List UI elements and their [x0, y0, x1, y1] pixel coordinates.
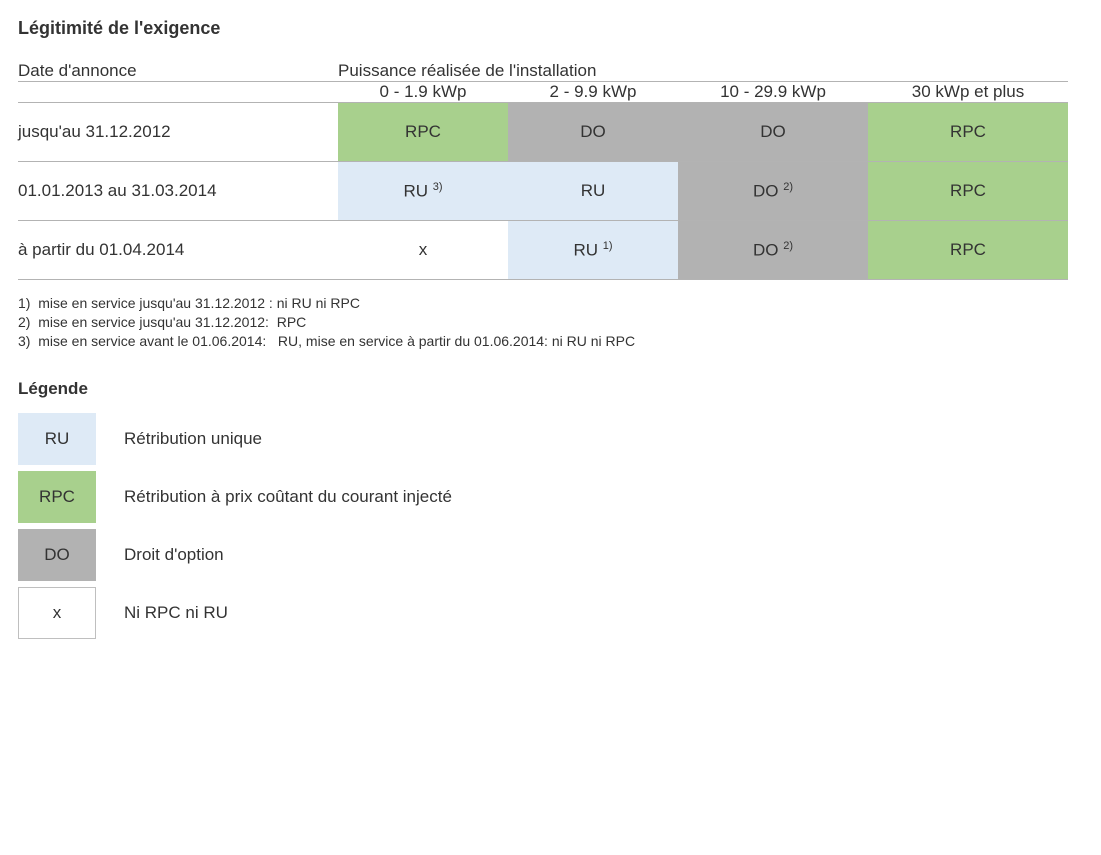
legend-label: Ni RPC ni RU — [124, 603, 228, 623]
footnote: 3) mise en service avant le 01.06.2014: … — [18, 332, 1083, 351]
table-cell: RPC — [868, 221, 1068, 280]
row-axis-label: Date d'annonce — [18, 61, 338, 81]
table-cell: DO — [678, 103, 868, 162]
column-header: 10 - 29.9 kWp — [678, 82, 868, 103]
legend-item: x Ni RPC ni RU — [18, 587, 1083, 639]
page-title: Légitimité de l'exigence — [18, 18, 1083, 39]
row-label: 01.01.2013 au 31.03.2014 — [18, 162, 338, 221]
legend-swatch: RU — [18, 413, 96, 465]
legend-item: RU Rétribution unique — [18, 413, 1083, 465]
table-cell: RU 3) — [338, 162, 508, 221]
legend-swatch: RPC — [18, 471, 96, 523]
col-axis-label: Puissance réalisée de l'installation — [338, 61, 1068, 81]
row-label: jusqu'au 31.12.2012 — [18, 103, 338, 162]
legend-swatch: x — [18, 587, 96, 639]
table-cell: RPC — [338, 103, 508, 162]
table-cell: RPC — [868, 103, 1068, 162]
legend: RU Rétribution unique RPC Rétribution à pri… — [18, 413, 1083, 639]
legend-title: Légende — [18, 379, 1083, 399]
table-cell: x — [338, 221, 508, 280]
column-header: 0 - 1.9 kWp — [338, 82, 508, 103]
row-label: à partir du 01.04.2014 — [18, 221, 338, 280]
table-cell: DO — [508, 103, 678, 162]
footnote: 1) mise en service jusqu'au 31.12.2012 :… — [18, 294, 1083, 313]
legend-label: Rétribution unique — [124, 429, 262, 449]
footnote: 2) mise en service jusqu'au 31.12.2012: … — [18, 313, 1083, 332]
footnotes: 1) mise en service jusqu'au 31.12.2012 :… — [18, 294, 1083, 351]
legend-item: DO Droit d'option — [18, 529, 1083, 581]
legend-swatch: DO — [18, 529, 96, 581]
table-cell: DO 2) — [678, 162, 868, 221]
legend-item: RPC Rétribution à prix coûtant du courant… — [18, 471, 1083, 523]
table-cell: RPC — [868, 162, 1068, 221]
table-cell: RU 1) — [508, 221, 678, 280]
table-cell: DO 2) — [678, 221, 868, 280]
eligibility-table: Date d'annoncePuissance réalisée de l'in… — [18, 61, 1068, 280]
column-header: 30 kWp et plus — [868, 82, 1068, 103]
legend-label: Rétribution à prix coûtant du courant in… — [124, 487, 452, 507]
table-cell: RU — [508, 162, 678, 221]
column-header: 2 - 9.9 kWp — [508, 82, 678, 103]
legend-label: Droit d'option — [124, 545, 224, 565]
